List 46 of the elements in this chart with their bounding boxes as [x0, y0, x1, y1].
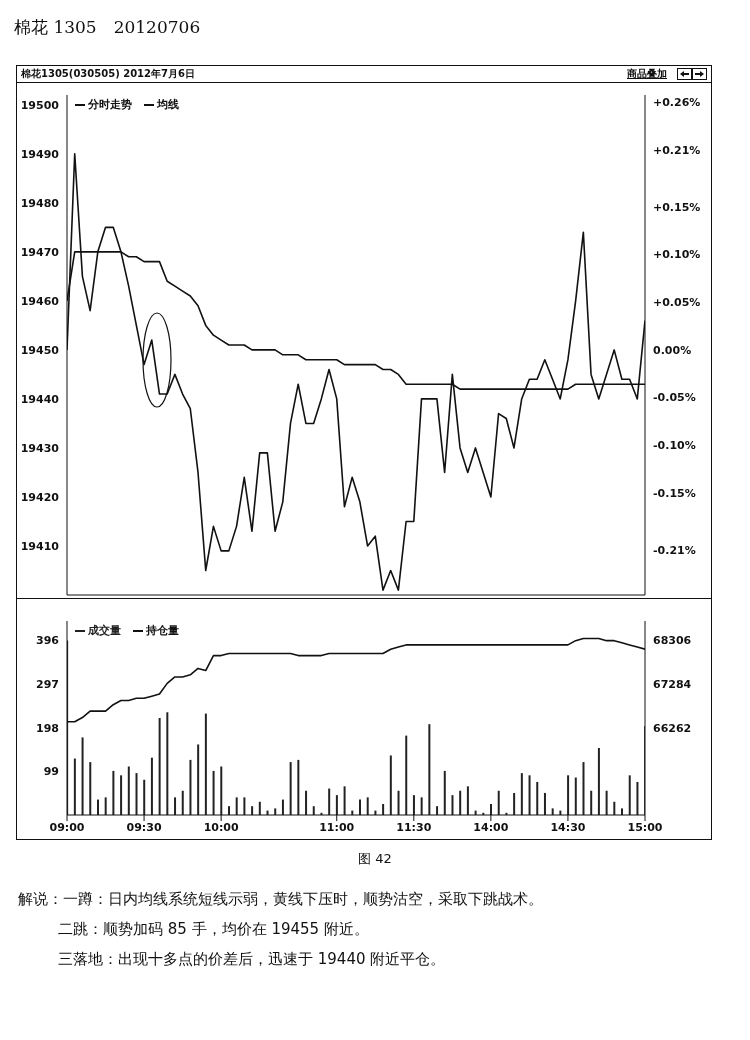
- y-tick-label: 19410: [20, 539, 60, 553]
- text: 解说：一蹲：日内均线系统短线示弱，黄线下压时，顺势沽空，采取下跳战术。: [17, 889, 544, 910]
- y2-tick-label: +0.05%: [653, 296, 701, 310]
- y2-tick-label: 66262: [653, 721, 692, 735]
- chart-subtitle: 棉花1305(030505) 2012年7月6日: [21, 67, 195, 81]
- legend-label: 持仓量: [145, 623, 179, 638]
- y2-tick-label: -0.15%: [653, 486, 696, 500]
- y-tick-label: 19450: [20, 343, 60, 357]
- y-tick-label: 19500: [20, 98, 60, 112]
- y-tick-label: 198: [36, 721, 59, 735]
- y-tick-label: 297: [36, 677, 59, 691]
- y2-tick-label: +0.21%: [653, 143, 701, 157]
- x-tick-label: 15:00: [627, 820, 663, 834]
- y2-tick-label: 68306: [653, 634, 692, 648]
- x-tick-label: 09:30: [126, 820, 162, 834]
- legend-label: 均线: [156, 97, 179, 112]
- y-tick-label: 19420: [20, 490, 60, 504]
- y2-tick-label: +0.15%: [653, 200, 701, 214]
- y2-tick-label: +0.26%: [653, 95, 701, 109]
- y-tick-label: 99: [43, 765, 59, 779]
- y-tick-label: 19440: [20, 392, 60, 406]
- y2-tick-label: -0.10%: [653, 439, 696, 453]
- x-tick-label: 09:00: [49, 820, 85, 834]
- x-tick-label: 14:30: [550, 820, 586, 834]
- caption: 图 42: [357, 850, 393, 868]
- y2-tick-label: -0.21%: [653, 544, 696, 558]
- y2-tick-label: +0.10%: [653, 248, 701, 262]
- y2-tick-label: 67284: [653, 677, 692, 691]
- y-tick-label: 19460: [20, 294, 60, 308]
- x-tick-label: 11:00: [319, 820, 355, 834]
- y-tick-label: 19480: [20, 196, 60, 210]
- legend-label: 成交量: [87, 623, 121, 638]
- text: 二跳：顺势加码 85 手，均价在 19455 附近。: [57, 919, 370, 940]
- text: 三落地：出现十多点的价差后，迅速于 19440 附近平仓。: [57, 949, 447, 970]
- x-tick-label: 14:00: [473, 820, 509, 834]
- y-tick-label: 396: [36, 634, 60, 648]
- chart-title: 棉花 1305 20120706: [14, 16, 202, 39]
- legend-label: 分时走势: [87, 97, 132, 112]
- y2-tick-label: 0.00%: [653, 343, 692, 357]
- x-tick-label: 11:30: [396, 820, 432, 834]
- y-tick-label: 19470: [20, 245, 60, 259]
- text: 商品叠加: [627, 67, 667, 81]
- x-tick-label: 10:00: [203, 820, 239, 834]
- y-tick-label: 19490: [20, 147, 60, 161]
- y2-tick-label: -0.05%: [653, 391, 696, 405]
- y-tick-label: 19430: [20, 441, 60, 455]
